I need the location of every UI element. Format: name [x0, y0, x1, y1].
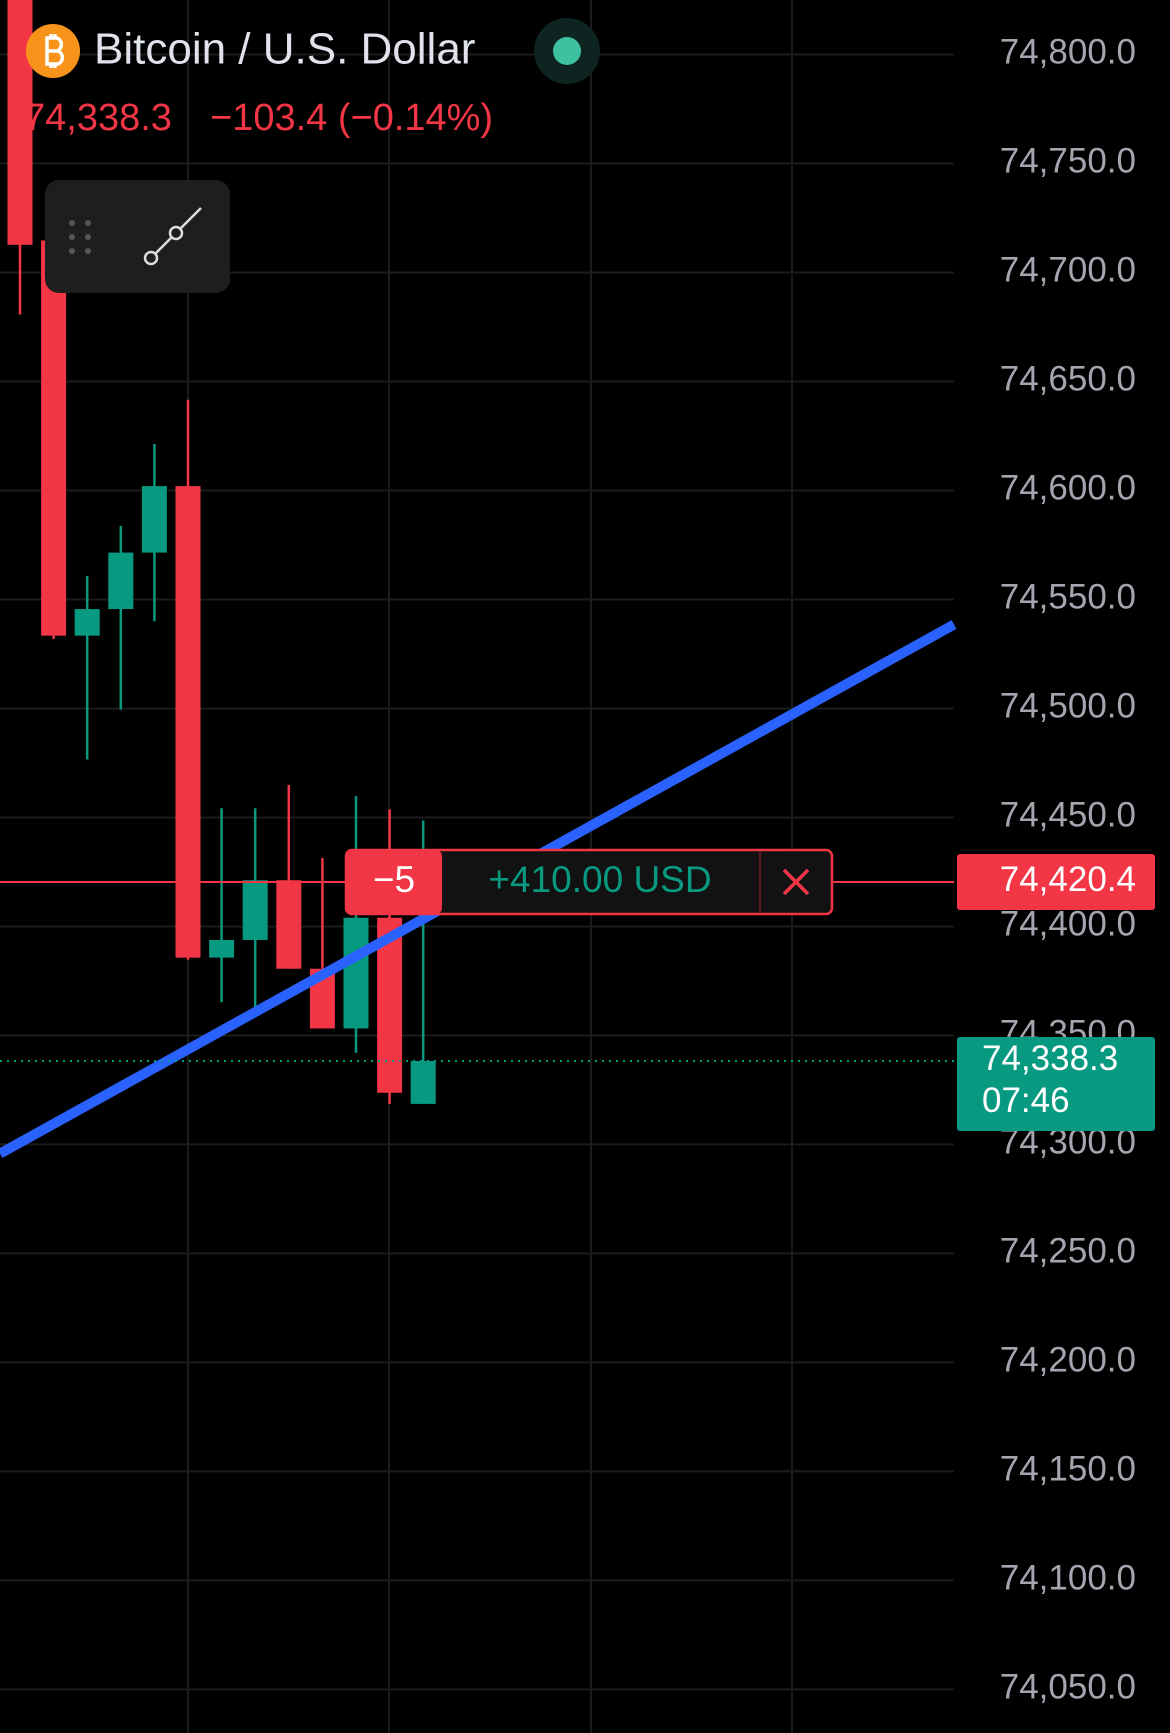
candle-body: [276, 880, 302, 969]
header: Bitcoin / U.S. Dollar 74,338.3 −103.4 (−…: [24, 18, 600, 139]
y-tick-label: 74,750.0: [1000, 142, 1136, 181]
y-tick-label: 74,600.0: [1000, 469, 1136, 508]
header-price: 74,338.3: [24, 97, 172, 139]
header-change: −103.4 (−0.14%): [210, 97, 493, 139]
candle-body: [410, 1060, 436, 1104]
candle-body: [242, 880, 268, 940]
y-tick-label: 74,650.0: [1000, 360, 1136, 399]
order-pnl[interactable]: +410.00 USD: [488, 859, 711, 900]
order-quantity[interactable]: −5: [373, 859, 415, 900]
y-tick-label: 74,700.0: [1000, 251, 1136, 290]
y-tick-label: 74,150.0: [1000, 1450, 1136, 1489]
y-tick-label: 74,550.0: [1000, 578, 1136, 617]
candle-body: [209, 939, 235, 958]
candle-body: [74, 609, 100, 636]
bitcoin-glyph: [45, 34, 65, 68]
symbol-title: Bitcoin / U.S. Dollar: [94, 25, 475, 74]
countdown-label: 07:46: [982, 1081, 1070, 1120]
toolbar-box[interactable]: [45, 180, 230, 293]
candle-body: [141, 486, 167, 553]
marks: [0, 0, 957, 1158]
drag-handle[interactable]: [69, 220, 91, 254]
y-tick-label: 74,400.0: [1000, 905, 1136, 944]
y-tick-label: 74,050.0: [1000, 1668, 1136, 1707]
live-dot: [553, 37, 581, 65]
order-quantity-box[interactable]: [346, 849, 442, 914]
trendline-tool-icon[interactable]: [143, 207, 202, 266]
y-tick-label: 74,800.0: [1000, 33, 1136, 72]
y-tick-label: 74,500.0: [1000, 687, 1136, 726]
order-price-box: [957, 853, 1155, 910]
drawing-toolbar[interactable]: [45, 180, 230, 293]
candle-body: [175, 486, 201, 958]
candle-body: [108, 552, 134, 610]
candle-body: [343, 917, 369, 1029]
last-price-label: 74,338.3: [982, 1039, 1118, 1078]
y-tick-label: 74,250.0: [1000, 1232, 1136, 1271]
overlay: 74,800.0 74,750.0 74,700.0 74,650.0 74,600.0…: [344, 33, 1155, 1707]
candle-body: [41, 240, 67, 636]
y-tick-label: 74,450.0: [1000, 796, 1136, 835]
last-price-box: [957, 1036, 1155, 1131]
y-tick-label: 74,100.0: [1000, 1559, 1136, 1598]
order-close-icon[interactable]: [782, 868, 810, 896]
y-tick-label: 74,200.0: [1000, 1341, 1136, 1380]
order-price-label: 74,420.4: [1000, 860, 1136, 899]
